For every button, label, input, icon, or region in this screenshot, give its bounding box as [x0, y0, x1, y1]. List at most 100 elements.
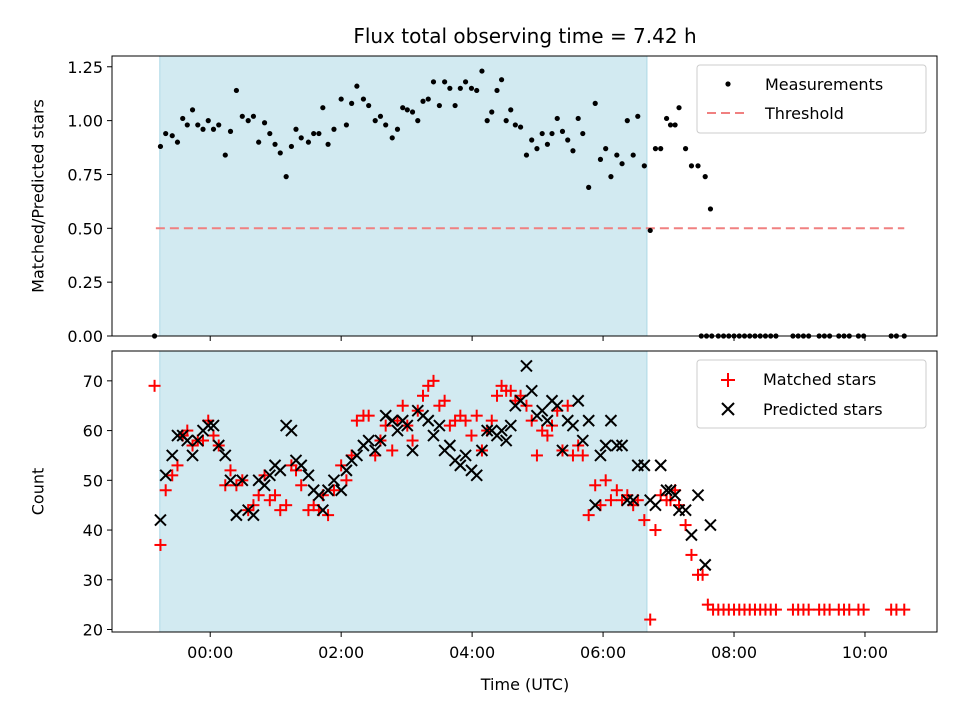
- measurement-point: [442, 79, 448, 85]
- measurement-point: [227, 128, 234, 134]
- measurement-point: [688, 163, 695, 169]
- x-axis-label: Time (UTC): [480, 675, 569, 694]
- predicted-star-point: [541, 414, 554, 427]
- predicted-star-point: [626, 493, 640, 507]
- ratio-legend-box: [696, 64, 927, 134]
- measurement-point: [554, 115, 560, 122]
- predicted-star-point: [443, 439, 457, 452]
- predicted-star-point: [369, 444, 382, 457]
- predicted-star-point: [334, 484, 348, 497]
- measurement-point: [338, 96, 344, 102]
- measurement-point: [283, 174, 289, 180]
- matched-star-point: [685, 548, 698, 561]
- predicted-star-point: [551, 399, 564, 412]
- predicted-star-point: [159, 469, 172, 482]
- measurement-point: [389, 135, 395, 141]
- predicted-star-point: [181, 434, 194, 447]
- predicted-star-point: [576, 434, 589, 447]
- predicted-star-point: [212, 439, 225, 452]
- predicted-star-point: [247, 508, 260, 522]
- measurement-point: [400, 105, 406, 111]
- measurement-point: [503, 118, 509, 124]
- predicted-star-point: [704, 518, 717, 532]
- y-tick-label: 60: [83, 422, 103, 441]
- measurement-point: [682, 146, 689, 152]
- measurement-point: [239, 113, 245, 119]
- measurement-point: [377, 113, 384, 119]
- predicted-star-point: [362, 434, 375, 447]
- matched-star-point: [327, 484, 340, 497]
- measurement-point: [559, 128, 566, 134]
- observing-window-shade: [159, 55, 648, 337]
- measurement-point: [415, 118, 421, 124]
- measurement-point: [331, 126, 337, 132]
- count-x-ticks: 00:00 02:00 04:00 06:00 08:00 10:00: [187, 632, 888, 662]
- measurement-point: [200, 126, 206, 132]
- predicted-star-point: [679, 503, 692, 517]
- legend-matched-label: Matched stars: [763, 370, 876, 389]
- predicted-star-point: [668, 489, 682, 502]
- measurement-point: [383, 122, 389, 128]
- measurement-point: [184, 122, 190, 128]
- measurement-point: [575, 115, 581, 122]
- matched-star-point: [350, 414, 363, 427]
- measurement-point: [349, 100, 355, 106]
- predicted-star-point: [514, 394, 527, 407]
- measurement-point: [658, 146, 664, 152]
- x-tick-label: 04:00: [449, 643, 495, 662]
- measurement-point: [272, 141, 278, 147]
- predicted-star-point: [615, 439, 629, 452]
- predicted-star-point: [427, 429, 440, 442]
- measurement-point: [205, 118, 211, 124]
- measurement-point: [457, 85, 463, 91]
- measurement-point: [667, 122, 674, 128]
- measurement-point: [210, 126, 217, 132]
- measurement-point: [174, 139, 181, 145]
- matched-star-point: [362, 409, 375, 422]
- matched-star-point: [638, 514, 651, 527]
- ratio-y-ticks: 0.00 0.25 0.50 0.75 1.00 1.25: [67, 58, 112, 346]
- matched-star-point: [491, 389, 503, 402]
- measurement-point: [707, 206, 714, 212]
- y-tick-label: 40: [83, 521, 103, 540]
- measurement-point: [409, 109, 416, 115]
- predicted-star-point: [312, 489, 326, 502]
- predicted-star-point: [525, 384, 538, 397]
- measurement-point: [484, 118, 490, 124]
- predicted-star-point: [504, 419, 517, 432]
- matched-star-point: [679, 519, 692, 532]
- measurement-point: [479, 68, 485, 74]
- predicted-star-point: [406, 444, 419, 457]
- ratio-x-ticks: [209, 336, 866, 341]
- matched-star-point: [166, 469, 179, 482]
- predicted-star-point: [475, 444, 489, 457]
- matched-star-point: [154, 538, 167, 551]
- measurement-point: [189, 107, 196, 113]
- measurement-point: [570, 148, 576, 154]
- predicted-star-point: [316, 503, 330, 517]
- matched-star-point: [599, 474, 612, 487]
- measurement-point: [586, 184, 592, 190]
- matched-star-point: [649, 524, 662, 537]
- matched-star-point: [857, 603, 870, 616]
- ratio-y-axis-label: Matched/Predicted stars: [29, 99, 48, 293]
- predicted-star-point: [191, 434, 204, 447]
- measurement-point: [261, 120, 268, 126]
- predicted-star-point: [295, 459, 308, 472]
- measurement-point: [372, 118, 378, 124]
- ratio-axes-frame: [111, 55, 938, 337]
- matched-star-point: [470, 409, 483, 422]
- legend-measurements-marker: [725, 81, 731, 87]
- measurement-point: [180, 115, 186, 122]
- measurement-point: [354, 83, 360, 89]
- matched-star-point: [269, 489, 282, 502]
- measurement-point: [534, 146, 540, 152]
- x-tick-label: 08:00: [711, 643, 757, 662]
- measurement-point: [452, 102, 458, 109]
- predicted-star-point: [571, 394, 585, 407]
- predicted-star-point: [621, 493, 634, 507]
- measurement-point: [360, 96, 367, 102]
- measurement-point: [430, 79, 437, 85]
- measurement-point: [311, 130, 317, 137]
